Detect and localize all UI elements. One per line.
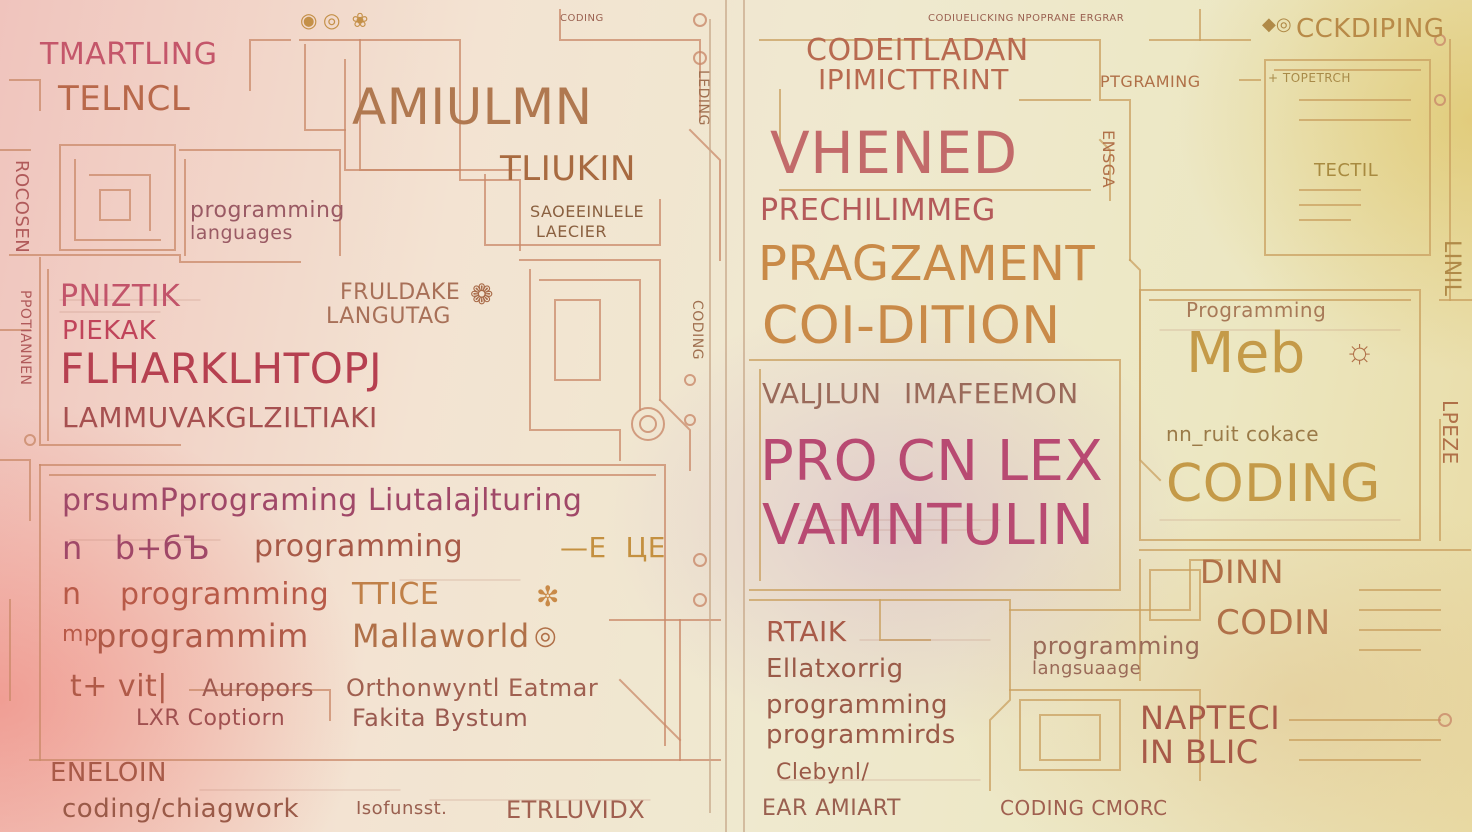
glyph-tvit: t+ vit| xyxy=(70,669,168,704)
label-programming-meb: Programming xyxy=(1186,298,1327,322)
label-valjlun: VALJLUN xyxy=(762,377,882,410)
heading-vamntulin: VAMNTULIN xyxy=(762,493,1095,558)
swirl-icon: ✼ xyxy=(536,581,560,612)
heading-coi-dition: COI-DITION xyxy=(762,296,1061,356)
heading-piekak: PIEKAK xyxy=(62,316,157,346)
label-programming: programming xyxy=(190,198,345,223)
line-ttice: TTICE xyxy=(352,577,440,612)
label-imafeemon: IMAFEEMON xyxy=(904,377,1079,410)
label-dinn: DINN xyxy=(1200,553,1284,591)
label-etrluvidx: ETRLUVIDX xyxy=(506,796,646,824)
heading-codeitladan: CODEITLADAN xyxy=(806,33,1029,68)
heading-prechilimmeg: PRECHILIMMEG xyxy=(760,193,996,228)
vertical-lpeze: LPEZE xyxy=(1438,400,1462,465)
label-header-ribbon: CODIUELICKING NPOPRANE ERGRAR xyxy=(928,13,1125,24)
line-lxr-coptiorn: LXR Coptiorn xyxy=(136,706,286,731)
label-coding-chiagwork: coding/chiagwork xyxy=(62,794,300,824)
leaf-icon: ❁ xyxy=(470,279,494,310)
heading-flharkluptopj: FLHARKLHTOPJ xyxy=(60,344,383,393)
label-langutag: LANGUTAG xyxy=(326,304,451,329)
label-clebynl: Clebynl/ xyxy=(776,760,870,785)
glyph-mp: mp xyxy=(62,622,99,647)
label-programmirds: programmirds xyxy=(766,720,956,750)
ornament-icon: ◆◎ xyxy=(1262,14,1292,34)
label-langsuaage: langsuaage xyxy=(1032,658,1142,679)
vertical-ensga: ENSGA xyxy=(1099,130,1118,189)
vertical-ppotiannen: PPOTIANNEN xyxy=(17,290,33,386)
heading-pragzament: PRAGZAMENT xyxy=(758,236,1096,292)
heading-telncl: TELNCL xyxy=(58,79,191,119)
line-mallaworld: Mallaworld xyxy=(352,617,530,655)
line-prsum: prsumPprograming Liutalajlturing xyxy=(62,483,583,518)
heading-pro-cn-lex: PRO CN LEX xyxy=(760,429,1104,494)
heading-cckdiping: CCKDIPING xyxy=(1296,14,1445,44)
glyphs-bt6: n b+бЪ xyxy=(62,529,211,567)
swirl-icon: ◎ xyxy=(534,620,557,650)
heading-meb: Meb xyxy=(1186,321,1306,386)
label-codin: CODIN xyxy=(1216,603,1331,643)
label-languages: languages xyxy=(190,222,293,244)
heading-coding: CODING xyxy=(1166,454,1381,514)
label-coding-cmorc: CODING CMORC xyxy=(1000,796,1168,820)
vertical-linil: LINIL xyxy=(1439,240,1464,297)
heading-pniztik: PNIZTIK xyxy=(60,279,181,314)
glyphs-ue: —E ЦЕ xyxy=(560,531,666,564)
label-saoeeinlele: SAOEEINLELE xyxy=(530,202,645,221)
glyph-n: n xyxy=(62,577,82,612)
heading-amiulmn: AMIULMN xyxy=(352,78,593,136)
heading-tliukin: TLIUKIN xyxy=(500,149,636,189)
label-fruldake: FRULDAKE xyxy=(340,280,461,305)
label-isofunsst: Isofunsst. xyxy=(356,798,448,819)
label-ear-amiart: EAR AMIART xyxy=(762,796,901,821)
label-coding-small: CODING xyxy=(560,13,604,24)
heading-lammuvak: LAMMUVAKGLZILTIAKI xyxy=(62,401,378,434)
label-topetrch: + TOPETRCH xyxy=(1268,71,1351,85)
vertical-coding: CODING xyxy=(689,300,705,361)
line-programming-3: programming xyxy=(120,577,330,612)
label-naptecl: NAPTECI xyxy=(1140,699,1281,737)
label-programming-r2: programming xyxy=(1032,632,1201,660)
vertical-leding: LEDING xyxy=(695,70,711,126)
line-programming-2: programming xyxy=(254,529,464,564)
line-fakita-bystum: Fakita Bystum xyxy=(352,704,529,732)
label-programming-r1: programming xyxy=(766,690,949,720)
swirl-icon: ☼ xyxy=(1344,332,1376,370)
line-orthonwyntl: Orthonwyntl Eatmar xyxy=(346,674,599,702)
heading-martling: TMARTLING xyxy=(40,37,218,72)
label-ptgraming: PTGRAMING xyxy=(1100,72,1201,91)
label-ellatxorrig: Ellatxorrig xyxy=(766,654,904,684)
heading-vhened: VHENED xyxy=(770,119,1018,187)
label-tectil: TECTIL xyxy=(1314,160,1379,181)
label-in-blic: IN BLIC xyxy=(1140,733,1259,771)
ornament-icon: ◉ ◎ ❀ xyxy=(300,10,369,32)
vertical-rocosen: ROCOSEN xyxy=(11,160,32,254)
label-laecier: LAECIER xyxy=(536,222,607,241)
line-programmim: programmim xyxy=(96,617,309,655)
label-rtaik: RTAIK xyxy=(766,615,847,648)
label-eneloin: ENELOIN xyxy=(50,758,167,788)
label-cokace: nn_ruit cokace xyxy=(1166,422,1320,446)
heading-ipimictrint: IPIMICTTRINT xyxy=(818,63,1009,96)
line-auropors: Auropors xyxy=(202,674,314,702)
